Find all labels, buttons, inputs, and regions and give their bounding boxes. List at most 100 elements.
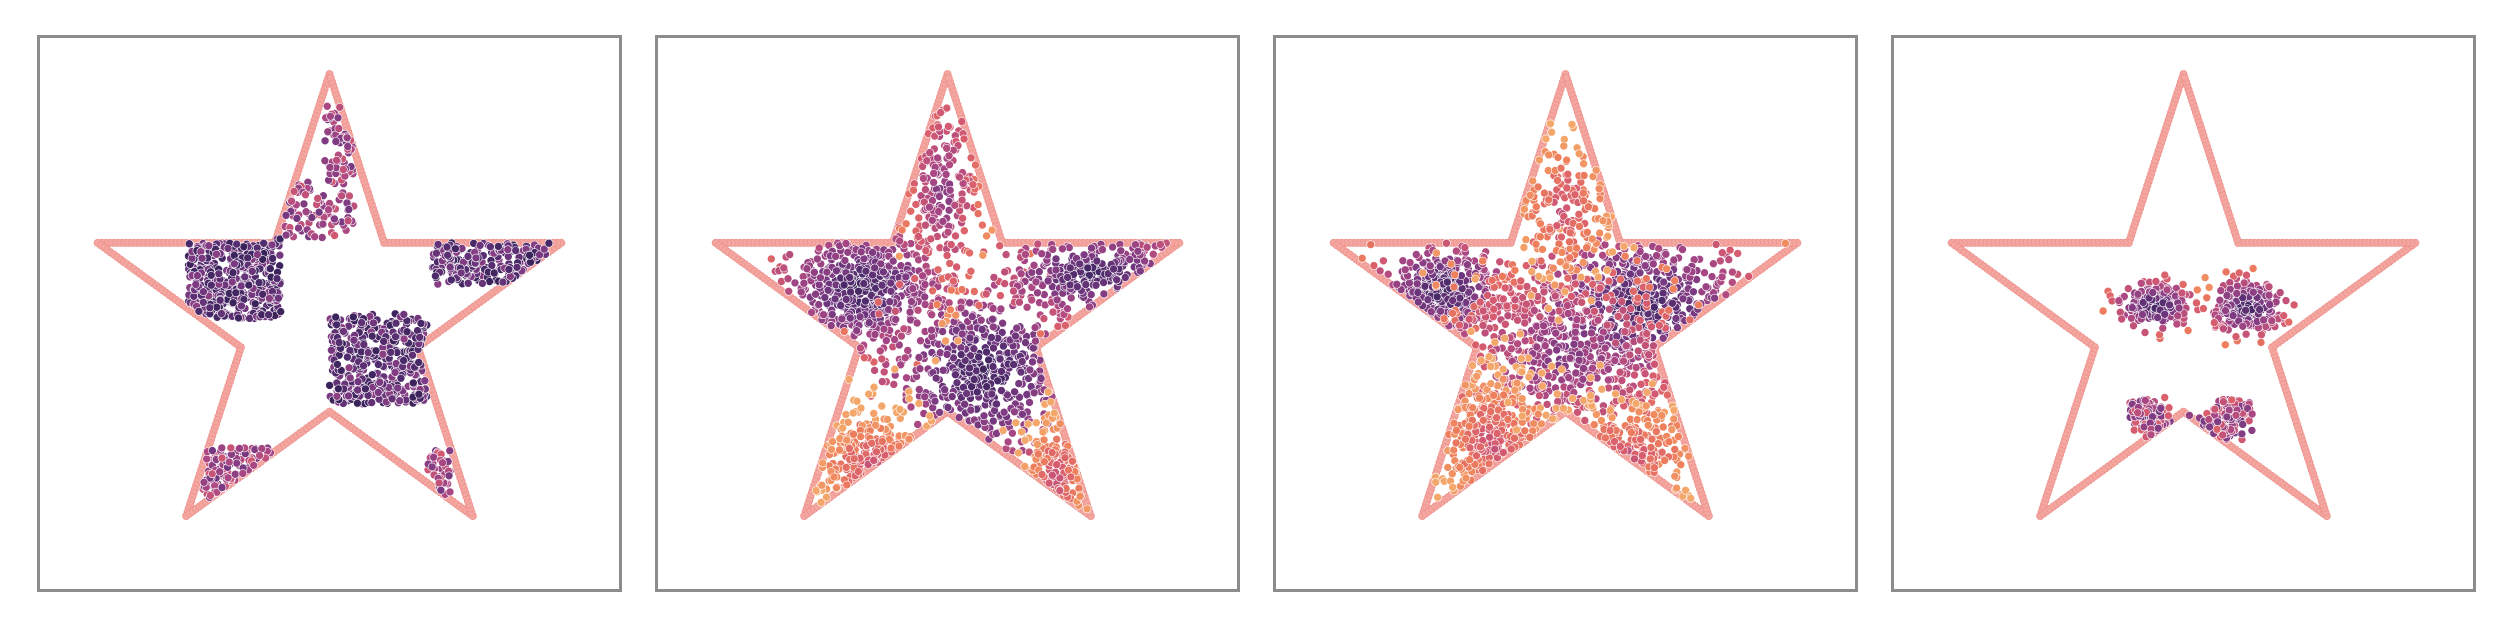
sample-point xyxy=(463,252,473,261)
sample-point xyxy=(339,327,348,336)
sample-point xyxy=(310,232,320,241)
sample-point xyxy=(478,279,487,288)
sample-point xyxy=(416,319,426,328)
sample-point xyxy=(811,486,821,495)
sample-point xyxy=(1072,282,1082,291)
sample-point xyxy=(906,402,916,412)
sample-points xyxy=(767,103,1171,514)
sample-point xyxy=(1025,365,1035,375)
sample-point xyxy=(827,310,837,319)
sample-point xyxy=(814,300,823,309)
sample-point xyxy=(446,275,456,285)
sample-point xyxy=(1366,240,1375,249)
sample-point xyxy=(434,478,444,488)
sample-point xyxy=(944,151,954,161)
sample-point xyxy=(799,279,809,288)
sample-point xyxy=(973,200,983,209)
sample-point xyxy=(436,485,446,495)
sample-point xyxy=(933,265,943,275)
sample-point xyxy=(248,267,257,276)
sample-point xyxy=(933,153,942,163)
sample-point xyxy=(267,240,277,250)
sample-point xyxy=(966,405,976,415)
sample-point xyxy=(1016,367,1026,377)
sample-point xyxy=(1087,243,1096,253)
sample-point xyxy=(849,429,858,439)
sample-point xyxy=(1103,269,1113,278)
sample-point xyxy=(1460,243,1470,252)
sample-point xyxy=(909,185,918,195)
sample-point xyxy=(927,310,937,320)
sample-point xyxy=(946,305,955,315)
sample-point xyxy=(217,453,227,463)
sample-point xyxy=(816,498,826,507)
sample-point xyxy=(879,367,889,377)
sample-point xyxy=(1109,264,1118,274)
sample-point xyxy=(940,385,950,395)
sample-point xyxy=(944,298,954,308)
sample-point xyxy=(999,407,1009,417)
sample-point xyxy=(841,410,851,419)
sample-point xyxy=(1053,322,1063,331)
sample-point xyxy=(1495,257,1504,267)
sample-point xyxy=(387,394,397,404)
sample-point xyxy=(379,337,389,346)
sample-point xyxy=(1443,277,1452,287)
sample-point xyxy=(997,328,1007,337)
sample-point xyxy=(899,324,909,334)
sample-point xyxy=(935,408,944,417)
sample-point xyxy=(272,274,282,283)
sample-point xyxy=(877,280,887,290)
sample-point xyxy=(1018,409,1027,419)
sample-point xyxy=(943,227,953,237)
sample-point xyxy=(1058,244,1067,254)
sample-point xyxy=(228,277,237,287)
sample-point xyxy=(230,259,239,269)
sample-point xyxy=(1081,280,1091,289)
sample-point xyxy=(921,220,930,230)
sample-point xyxy=(987,225,997,235)
sample-point xyxy=(1116,246,1126,256)
sample-point xyxy=(814,280,824,289)
sample-point xyxy=(889,380,899,389)
sample-point xyxy=(946,240,956,249)
sample-point xyxy=(1008,428,1017,438)
sample-point xyxy=(839,280,849,290)
sample-point xyxy=(1400,265,1410,275)
sample-point xyxy=(864,389,873,399)
sample-point xyxy=(486,242,495,251)
sample-point xyxy=(415,332,425,342)
sample-point xyxy=(230,469,240,479)
sample-point xyxy=(905,307,915,317)
sample-point xyxy=(1037,470,1047,479)
sample-point xyxy=(1079,250,1089,260)
sample-point xyxy=(475,241,485,250)
sample-point xyxy=(919,174,928,183)
sample-point xyxy=(813,254,822,264)
sample-point xyxy=(208,469,217,479)
sample-point xyxy=(344,205,354,214)
sample-point xyxy=(976,315,986,325)
sample-point xyxy=(925,148,935,157)
sample-point xyxy=(485,277,494,286)
sample-point xyxy=(1003,390,1012,400)
sample-point xyxy=(894,441,904,451)
sample-point xyxy=(879,324,889,334)
sample-point xyxy=(504,265,514,274)
sample-point xyxy=(901,272,911,282)
sample-point xyxy=(868,248,877,257)
sample-point xyxy=(974,352,983,362)
sample-point xyxy=(914,353,924,362)
sample-point xyxy=(1025,398,1034,407)
sample-point xyxy=(870,263,879,273)
sample-point xyxy=(224,457,234,467)
sample-point xyxy=(844,375,854,384)
sample-point xyxy=(828,437,837,446)
sample-point xyxy=(967,312,977,321)
sample-point xyxy=(867,438,876,448)
sample-point xyxy=(1041,418,1051,428)
sample-point xyxy=(1398,256,1408,265)
sample-point xyxy=(891,315,900,324)
sample-point xyxy=(1140,256,1149,266)
sample-point xyxy=(911,200,921,209)
